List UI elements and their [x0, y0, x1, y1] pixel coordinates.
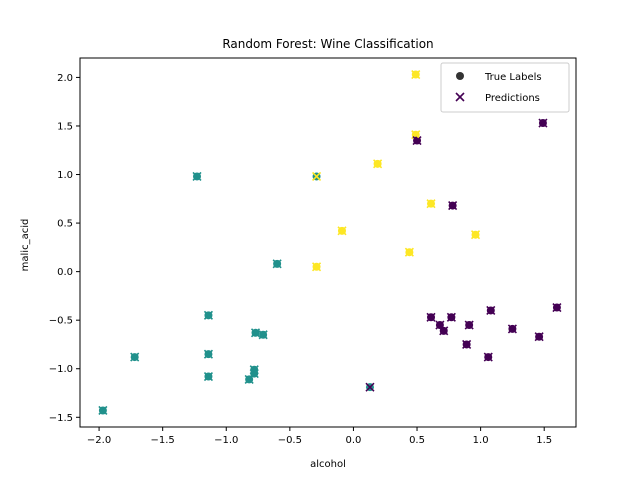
legend-box	[440, 62, 570, 113]
y-tick-label: 2.0	[57, 73, 73, 84]
prediction-marker	[507, 324, 517, 334]
prediction-marker	[203, 310, 214, 320]
y-axis-label: malic_acid	[20, 219, 31, 272]
x-tick-label: −0.5	[278, 435, 302, 446]
prediction-marker	[203, 349, 214, 359]
prediction-marker	[311, 171, 322, 182]
y-tick-label: 1.0	[57, 170, 73, 181]
prediction-marker	[258, 330, 268, 340]
legend: True Labels Predictions	[440, 62, 570, 113]
prediction-marker	[412, 135, 422, 146]
prediction-marker	[337, 226, 347, 236]
prediction-marker	[203, 371, 214, 382]
prediction-marker	[464, 320, 474, 330]
plot-frame	[79, 57, 577, 428]
plot-area	[79, 57, 577, 428]
prediction-marker	[538, 118, 548, 128]
prediction-marker	[486, 305, 496, 316]
y-tick-label: −1.0	[49, 364, 73, 375]
prediction-marker	[249, 365, 259, 375]
prediction-marker	[373, 159, 383, 169]
prediction-marker	[470, 230, 481, 240]
prediction-marker	[311, 262, 322, 272]
prediction-marker	[365, 382, 375, 392]
prediction-marker	[411, 69, 421, 80]
y-tick-label: 0.0	[57, 267, 73, 278]
prediction-marker	[483, 352, 493, 362]
x-tick-label: 1.5	[536, 435, 552, 446]
y-tick-label: −0.5	[49, 316, 73, 327]
legend-label-true-labels: True Labels	[484, 72, 542, 83]
legend-marker-true-labels	[456, 72, 464, 80]
legend-marker-predictions	[455, 92, 465, 102]
prediction-marker	[448, 201, 458, 211]
prediction-marker	[435, 320, 445, 330]
y-axis: −1.5 −1.0 −0.5 0.0 0.5 1.0 1.5 2.0	[49, 73, 80, 424]
prediction-marker	[272, 259, 282, 269]
prediction-marker	[552, 302, 562, 313]
y-tick-label: 0.5	[57, 219, 73, 230]
x-tick-label: 1.0	[473, 435, 489, 446]
prediction-marker	[250, 328, 261, 338]
prediction-marker	[426, 312, 436, 322]
prediction-marker	[249, 369, 259, 379]
x-tick-label: −1.0	[214, 435, 238, 446]
prediction-marker	[404, 247, 414, 257]
prediction-marker	[534, 332, 544, 342]
x-tick-label: −2.0	[87, 435, 111, 446]
legend-label-predictions: Predictions	[485, 93, 540, 104]
prediction-marker	[446, 312, 456, 322]
chart-title: Random Forest: Wine Classification	[222, 37, 433, 51]
prediction-marker	[192, 171, 202, 182]
x-tick-label: 0.0	[345, 435, 361, 446]
x-tick-label: 0.5	[409, 435, 425, 446]
prediction-marker	[98, 405, 108, 416]
prediction-marker	[462, 339, 472, 350]
prediction-marker	[439, 326, 449, 336]
prediction-marker	[426, 199, 436, 209]
x-axis: −2.0 −1.5 −1.0 −0.5 0.0 0.5 1.0 1.5	[87, 427, 552, 446]
y-tick-label: 1.5	[57, 121, 73, 132]
x-tick-label: −1.5	[151, 435, 175, 446]
x-axis-label: alcohol	[310, 459, 346, 470]
prediction-marker	[130, 352, 140, 362]
y-tick-label: −1.5	[49, 413, 73, 424]
